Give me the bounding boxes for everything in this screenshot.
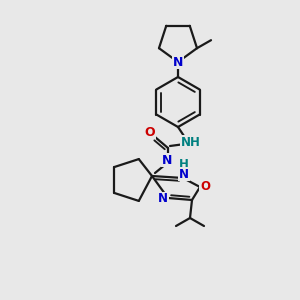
Text: N: N <box>179 167 189 181</box>
Text: O: O <box>200 179 210 193</box>
Text: N: N <box>162 154 172 166</box>
Text: H: H <box>179 158 189 170</box>
Text: O: O <box>145 125 155 139</box>
Text: NH: NH <box>181 136 201 148</box>
Text: N: N <box>158 193 168 206</box>
Text: N: N <box>173 56 183 68</box>
